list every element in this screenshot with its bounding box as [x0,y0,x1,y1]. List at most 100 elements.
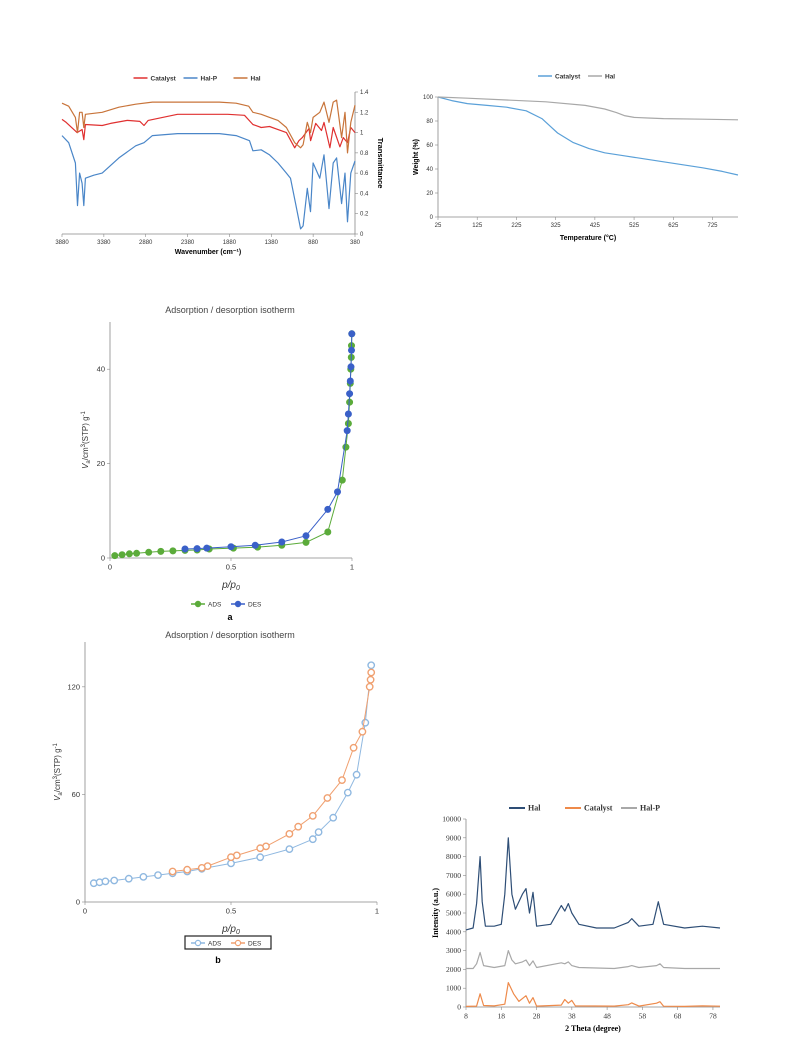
iso-a-point [157,547,165,555]
iso-a-point [125,550,133,558]
iso-b-point [329,813,338,822]
ftir-legend-label: Hal-P [201,76,218,83]
tga-x-tick: 25 [435,223,442,229]
iso-b-line-des [172,672,372,872]
tga-y-tick: 40 [426,167,433,173]
tga-y-tick: 0 [430,215,434,221]
iso-b-point [314,828,323,836]
iso-a-point [133,549,141,557]
iso-a-point [344,419,352,427]
xrd-x-tick: 18 [498,1012,506,1021]
ftir-series-catalyst [61,113,356,149]
iso-b-legend-label: DES [248,941,262,948]
xrd-x-tick: 48 [603,1012,611,1021]
ftir-y-label: Transmittance [376,138,385,189]
iso-a-point [111,552,119,560]
iso-a-point [227,543,235,551]
ftir-y-tick: 1.2 [360,110,369,116]
ftir-legend-label: Catalyst [151,76,177,83]
iso-a-point [342,443,350,451]
isotherm-b-chart: Adsorption / desorption isotherm 0 0.5 1 0 6… [53,630,379,965]
xrd-y-label: Intensity (a.u.) [431,888,440,938]
xrd-y-tick: 3000 [446,946,461,955]
tga-x-tick: 525 [629,223,640,229]
xrd-x-label: 2 Theta (degree) [565,1024,621,1033]
ftir-x-tick: 3380 [97,240,111,246]
ftir-series-hal [61,99,356,154]
xrd-line-catalyst [465,982,721,1007]
xrd-y-tick: 10000 [442,815,461,824]
ftir-line-catalyst [61,113,356,149]
isotherm-a-y-label: Va/cm3(STP) g-1 [81,410,92,468]
ftir-y-tick: 0.2 [360,212,369,218]
ftir-y-tick: 1.4 [360,90,369,96]
tga-legend: Catalyst Hal [538,74,615,81]
tga-x-tick: 125 [472,223,483,229]
xrd-y-tick: 1000 [446,984,461,993]
iso-b-point [227,853,235,862]
isotherm-b-legend: ADS DES [184,935,272,950]
tga-y-tick: 60 [426,143,433,149]
isotherm-b-x-label: p/p0 [221,924,240,936]
tga-x-tick: 225 [511,223,522,229]
xrd-x-tick: 28 [533,1012,541,1021]
tga-x-tick: 625 [668,223,679,229]
tga-legend-label: Hal [605,74,615,81]
iso-a-y-tick: 0 [101,554,105,563]
iso-b-point [358,727,367,736]
tga-y-tick: 20 [426,191,433,197]
iso-b-point [338,776,346,784]
ftir-legend-label: Hal [251,76,261,83]
isotherm-a-panel-label: a [227,612,233,622]
xrd-x-tick: 58 [639,1012,647,1021]
iso-a-legend-label: ADS [208,602,222,609]
ftir-line-hal [61,99,356,154]
iso-b-point [124,874,133,883]
iso-a-point [346,390,354,398]
iso-a-y-tick: 40 [97,365,105,374]
iso-b-point [139,873,148,881]
iso-a-point [302,538,310,546]
ftir-x-tick: 1380 [265,240,279,246]
ftir-x-tick: 3880 [55,240,69,246]
xrd-series-catalyst [465,982,721,1007]
xrd-legend-label: Hal-P [640,804,660,813]
ftir-y-tick: 0 [360,232,364,238]
iso-a-line-des [184,333,353,550]
iso-a-point [348,330,356,338]
iso-b-point [365,682,374,691]
iso-b-point [168,867,177,876]
iso-b-point [343,788,352,797]
iso-a-point [203,544,211,552]
iso-b-point [154,871,162,879]
iso-b-y-tick: 120 [67,682,80,691]
iso-a-point [181,545,189,553]
xrd-x-tick: 68 [674,1012,682,1021]
xrd-series-hal [465,837,721,931]
tga-x-tick: 325 [551,223,562,229]
iso-a-x-tick: 1 [350,563,354,572]
isotherm-b-title: Adsorption / desorption isotherm [165,630,295,640]
tga-y-tick: 100 [423,95,434,101]
iso-a-point [193,545,201,553]
ftir-y-tick: 0.4 [360,191,369,197]
iso-b-point [294,822,303,831]
ftir-x-tick: 1880 [223,240,237,246]
ftir-y-tick: 0.6 [360,171,369,177]
ftir-x-tick: 2380 [181,240,195,246]
iso-b-point [308,812,317,820]
iso-a-axes: 0 0.5 1 0 20 40 [97,322,354,572]
tga-y-tick: 80 [426,119,433,125]
iso-a-point [347,363,355,371]
iso-b-legend-label: ADS [208,941,222,948]
iso-b-series-ads [89,661,376,888]
iso-a-point [333,488,341,496]
iso-b-point [101,877,110,886]
iso-a-point [118,551,126,559]
iso-a-point [324,505,332,513]
ftir-x-tick: 2880 [139,240,153,246]
tga-chart: Catalyst Hal 25 125 225 325 425 525 625 725 0 20 40… [413,74,739,242]
isotherm-a-x-label: p/p0 [221,580,240,592]
iso-b-point [349,743,358,752]
iso-b-x-tick: 1 [375,907,379,916]
